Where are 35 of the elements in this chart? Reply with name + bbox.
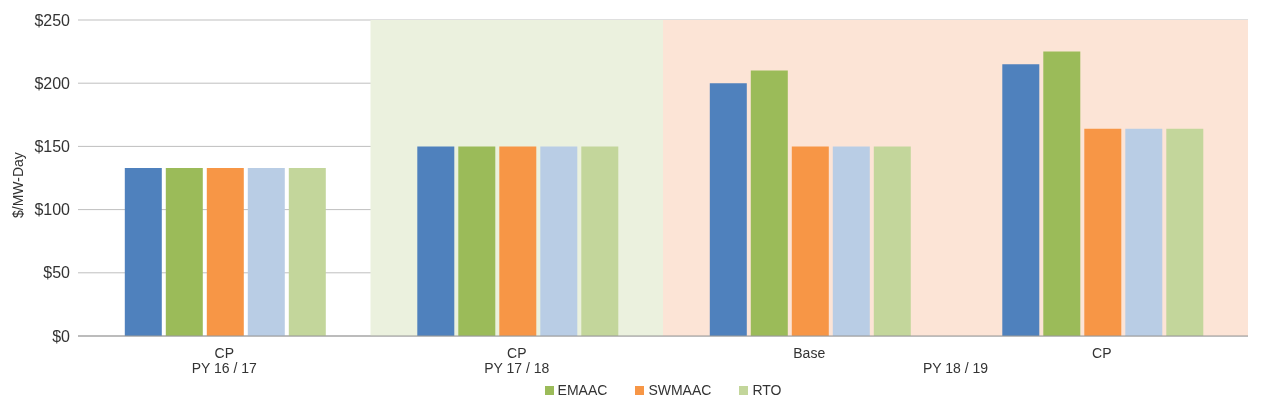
bar bbox=[247, 167, 285, 336]
legend-label: RTO bbox=[751, 382, 782, 398]
bar bbox=[832, 146, 870, 336]
bar bbox=[1002, 64, 1040, 336]
y-tick-label: $250 bbox=[34, 11, 71, 29]
bar bbox=[1125, 128, 1163, 336]
text: PY 18 / 19 bbox=[922, 360, 989, 376]
bar bbox=[540, 146, 578, 336]
bar bbox=[288, 167, 326, 336]
bar bbox=[499, 146, 537, 336]
bar bbox=[581, 146, 619, 336]
bar bbox=[873, 146, 911, 336]
bar bbox=[417, 146, 455, 336]
y-tick-label: $0 bbox=[52, 327, 71, 345]
y-tick-label: $150 bbox=[34, 138, 71, 156]
bar bbox=[1084, 128, 1122, 336]
bar bbox=[1166, 128, 1204, 336]
legend-label: SWMAAC bbox=[647, 382, 712, 398]
bar bbox=[1043, 51, 1081, 336]
x-tick-label: CP PY 16 / 17 bbox=[191, 345, 258, 376]
bar bbox=[124, 167, 162, 336]
bar bbox=[709, 83, 747, 336]
y-tick-label: $50 bbox=[43, 264, 71, 282]
y-axis-title: $/MW-Day bbox=[9, 152, 26, 218]
y-tick-label: $100 bbox=[34, 201, 71, 219]
y-tick-label: $200 bbox=[34, 74, 71, 92]
x-tick-label: CP PY 17 / 18 bbox=[484, 345, 550, 376]
bar bbox=[750, 70, 788, 336]
bar bbox=[791, 146, 829, 336]
bar bbox=[206, 167, 244, 336]
x-tick-label: CP bbox=[1092, 345, 1112, 361]
legend-label: EMAAC bbox=[556, 382, 608, 398]
x-tick-label: Base bbox=[793, 345, 826, 361]
bar bbox=[458, 146, 496, 336]
bar bbox=[165, 167, 203, 336]
